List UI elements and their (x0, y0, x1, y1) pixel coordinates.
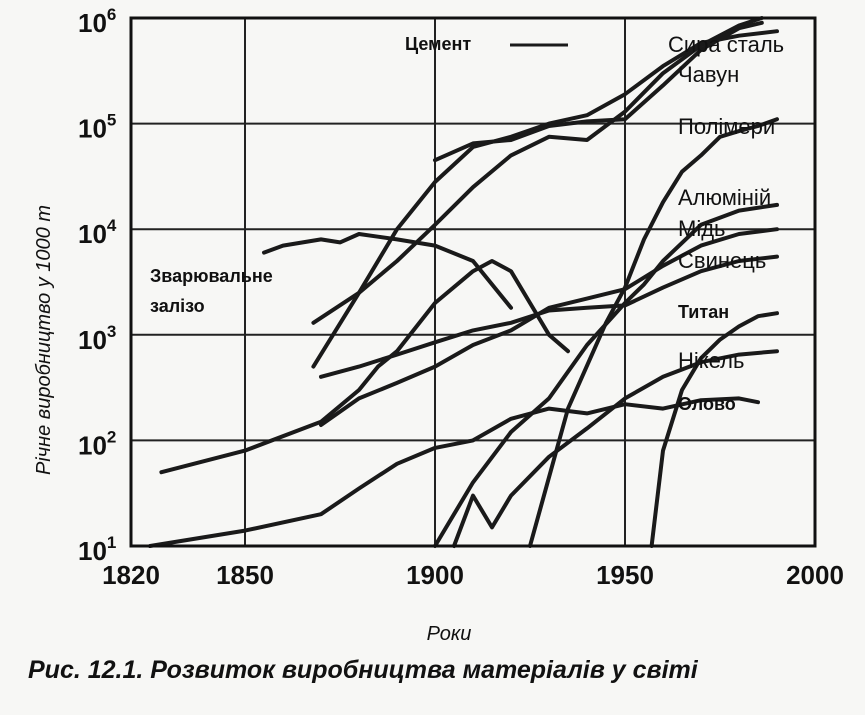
series-line-9 (148, 396, 760, 548)
series-line-5 (319, 227, 779, 427)
series-label: Зварювальне (150, 266, 273, 286)
series-line-11 (262, 232, 513, 310)
series-line-1 (311, 29, 779, 369)
x-tick-label: 1820 (102, 560, 160, 590)
y-tick-label: 104 (78, 216, 117, 249)
y-tick-label: 106 (78, 5, 116, 38)
x-tick-label: 2000 (786, 560, 844, 590)
figure-caption: Рис. 12.1. Розвиток виробництва матеріал… (28, 656, 698, 684)
series-line-2 (433, 20, 764, 163)
series-line-3 (528, 117, 779, 548)
series-line-6 (319, 254, 779, 379)
series-line-7 (649, 311, 779, 548)
series-label: Полімери (678, 114, 775, 139)
series-line-0 (311, 16, 764, 325)
series-line-4 (433, 202, 779, 548)
plot-frame (129, 16, 817, 548)
y-tick-label: 102 (78, 427, 116, 460)
series-lines (148, 16, 779, 548)
y-tick-label: 103 (78, 322, 116, 355)
series-label: Мідь (678, 216, 726, 241)
x-tick-labels: 1820 1850 1900 1950 2000 (102, 560, 844, 590)
x-tick-label: 1850 (216, 560, 274, 590)
series-labels: Цемент Сира сталь Чавун Полімери Алюміній Мід… (150, 32, 784, 414)
series-label: залізо (150, 296, 205, 316)
series-label: Цемент (405, 34, 471, 54)
series-label: Олово (678, 394, 736, 414)
x-tick-label: 1900 (406, 560, 464, 590)
series-label: Свинець (678, 248, 766, 273)
series-label: Алюміній (678, 185, 771, 210)
series-label: Титан (678, 302, 729, 322)
series-label: Чавун (678, 62, 739, 87)
y-tick-label: 101 (78, 533, 116, 566)
series-label: Сира сталь (668, 32, 784, 57)
y-tick-label: 105 (78, 111, 116, 144)
y-tick-labels: 101 102 103 104 105 106 (78, 5, 117, 566)
series-line-8 (452, 349, 779, 548)
x-tick-label: 1950 (596, 560, 654, 590)
x-axis-title: Роки (427, 623, 472, 645)
series-line-10 (159, 259, 570, 475)
series-label: Нікель (678, 348, 744, 373)
y-axis-title: Річне виробництво у 1000 т (33, 205, 55, 475)
